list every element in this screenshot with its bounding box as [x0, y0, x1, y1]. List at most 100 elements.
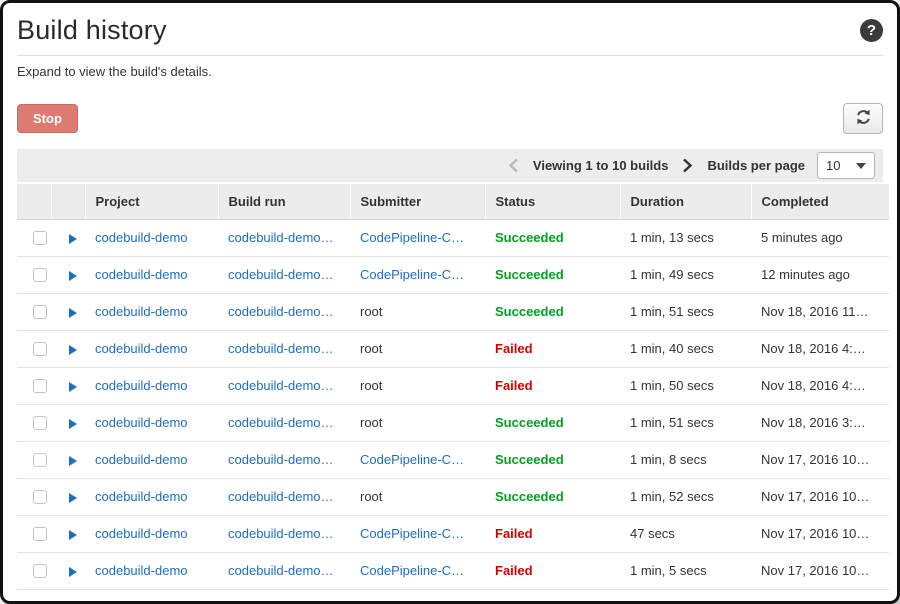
- build-run-link[interactable]: codebuild-demo…: [228, 489, 334, 504]
- submitter-link[interactable]: CodePipeline-C…: [360, 563, 465, 578]
- page-header: Build history ?: [17, 15, 883, 46]
- expand-row-icon[interactable]: [69, 381, 77, 392]
- submitter-link[interactable]: CodePipeline-C…: [360, 526, 465, 541]
- duration-cell: 1 min, 5 secs: [630, 563, 707, 578]
- completed-cell: Nov 17, 2016 10…: [761, 526, 870, 541]
- duration-cell: 1 min, 49 secs: [630, 267, 714, 282]
- toolbar: Stop: [17, 103, 883, 134]
- status-badge: Succeeded: [495, 452, 564, 467]
- duration-cell: 1 min, 52 secs: [630, 489, 714, 504]
- status-badge: Succeeded: [495, 267, 564, 282]
- help-icon[interactable]: ?: [860, 19, 883, 42]
- status-badge: Succeeded: [495, 230, 564, 245]
- submitter-text: root: [360, 489, 383, 504]
- build-run-link[interactable]: codebuild-demo…: [228, 378, 334, 393]
- duration-cell: 1 min, 8 secs: [630, 452, 707, 467]
- project-link[interactable]: codebuild-demo: [95, 526, 188, 541]
- completed-cell: 12 minutes ago: [761, 267, 850, 282]
- table-row: codebuild-demo codebuild-demo… CodePipel…: [17, 219, 889, 257]
- project-link[interactable]: codebuild-demo: [95, 563, 188, 578]
- submitter-link[interactable]: CodePipeline-C…: [360, 267, 465, 282]
- refresh-icon: [855, 109, 872, 128]
- build-run-link[interactable]: codebuild-demo…: [228, 230, 334, 245]
- submitter-link[interactable]: CodePipeline-C…: [360, 452, 465, 467]
- expand-row-icon[interactable]: [69, 529, 77, 540]
- table-row: codebuild-demo codebuild-demo… root Fail…: [17, 330, 889, 368]
- completed-cell: Nov 18, 2016 11…: [761, 304, 869, 319]
- build-run-link[interactable]: codebuild-demo…: [228, 563, 334, 578]
- submitter-text: root: [360, 378, 383, 393]
- expand-row-icon[interactable]: [69, 270, 77, 281]
- table-row: codebuild-demo codebuild-demo… root Succ…: [17, 404, 889, 442]
- duration-cell: 1 min, 13 secs: [630, 230, 714, 245]
- table-row: codebuild-demo codebuild-demo… CodePipel…: [17, 441, 889, 479]
- row-checkbox[interactable]: [33, 490, 47, 505]
- submitter-text: root: [360, 304, 383, 319]
- status-badge: Succeeded: [495, 304, 564, 319]
- expand-header: [50, 184, 85, 220]
- status-badge: Failed: [495, 526, 533, 541]
- column-header-build-run: Build run: [217, 184, 350, 220]
- row-checkbox[interactable]: [33, 379, 47, 394]
- refresh-button[interactable]: [843, 103, 883, 134]
- table-header-row: Project Build run Submitter Status Durat…: [17, 184, 889, 220]
- table-row: codebuild-demo codebuild-demo… CodePipel…: [17, 552, 889, 590]
- duration-cell: 1 min, 51 secs: [630, 304, 714, 319]
- submitter-text: root: [360, 341, 383, 356]
- build-run-link[interactable]: codebuild-demo…: [228, 341, 334, 356]
- expand-row-icon[interactable]: [69, 566, 77, 577]
- chevron-right-icon[interactable]: [682, 158, 693, 173]
- builds-table-block: Viewing 1 to 10 builds Builds per page 1…: [17, 149, 889, 590]
- row-checkbox[interactable]: [33, 268, 47, 283]
- completed-cell: Nov 17, 2016 10…: [761, 563, 870, 578]
- row-checkbox[interactable]: [33, 527, 47, 542]
- build-run-link[interactable]: codebuild-demo…: [228, 415, 334, 430]
- per-page-dropdown[interactable]: 10: [817, 152, 875, 179]
- row-checkbox[interactable]: [33, 231, 47, 246]
- expand-row-icon[interactable]: [69, 455, 77, 466]
- build-run-link[interactable]: codebuild-demo…: [228, 452, 334, 467]
- title-divider: [17, 55, 883, 56]
- project-link[interactable]: codebuild-demo: [95, 341, 188, 356]
- submitter-text: root: [360, 415, 383, 430]
- completed-cell: Nov 17, 2016 10…: [761, 489, 870, 504]
- build-run-link[interactable]: codebuild-demo…: [228, 267, 334, 282]
- project-link[interactable]: codebuild-demo: [95, 378, 188, 393]
- expand-row-icon[interactable]: [69, 418, 77, 429]
- expand-row-icon[interactable]: [69, 492, 77, 503]
- select-all-header: [17, 184, 51, 220]
- page-title: Build history: [17, 15, 167, 45]
- project-link[interactable]: codebuild-demo: [95, 230, 188, 245]
- row-checkbox[interactable]: [33, 564, 47, 579]
- duration-cell: 1 min, 40 secs: [630, 341, 714, 356]
- completed-cell: Nov 17, 2016 10…: [761, 452, 870, 467]
- project-link[interactable]: codebuild-demo: [95, 304, 188, 319]
- row-checkbox[interactable]: [33, 416, 47, 431]
- expand-row-icon[interactable]: [69, 233, 77, 244]
- project-link[interactable]: codebuild-demo: [95, 415, 188, 430]
- row-checkbox[interactable]: [33, 305, 47, 320]
- project-link[interactable]: codebuild-demo: [95, 489, 188, 504]
- stop-button[interactable]: Stop: [17, 104, 78, 133]
- completed-cell: Nov 18, 2016 4:…: [761, 341, 866, 356]
- chevron-down-icon: [856, 162, 866, 169]
- table-row: codebuild-demo codebuild-demo… root Succ…: [17, 478, 889, 516]
- status-badge: Failed: [495, 341, 533, 356]
- expand-row-icon[interactable]: [69, 344, 77, 355]
- table-row: codebuild-demo codebuild-demo… root Fail…: [17, 367, 889, 405]
- expand-row-icon[interactable]: [69, 307, 77, 318]
- project-link[interactable]: codebuild-demo: [95, 452, 188, 467]
- chevron-left-icon[interactable]: [508, 158, 519, 173]
- build-run-link[interactable]: codebuild-demo…: [228, 526, 334, 541]
- duration-cell: 1 min, 50 secs: [630, 378, 714, 393]
- submitter-link[interactable]: CodePipeline-C…: [360, 230, 465, 245]
- build-run-link[interactable]: codebuild-demo…: [228, 304, 334, 319]
- project-link[interactable]: codebuild-demo: [95, 267, 188, 282]
- column-header-status: Status: [484, 184, 620, 220]
- row-checkbox[interactable]: [33, 342, 47, 357]
- completed-cell: Nov 18, 2016 3:…: [761, 415, 866, 430]
- row-checkbox[interactable]: [33, 453, 47, 468]
- per-page-value: 10: [826, 158, 841, 173]
- column-header-duration: Duration: [619, 184, 751, 220]
